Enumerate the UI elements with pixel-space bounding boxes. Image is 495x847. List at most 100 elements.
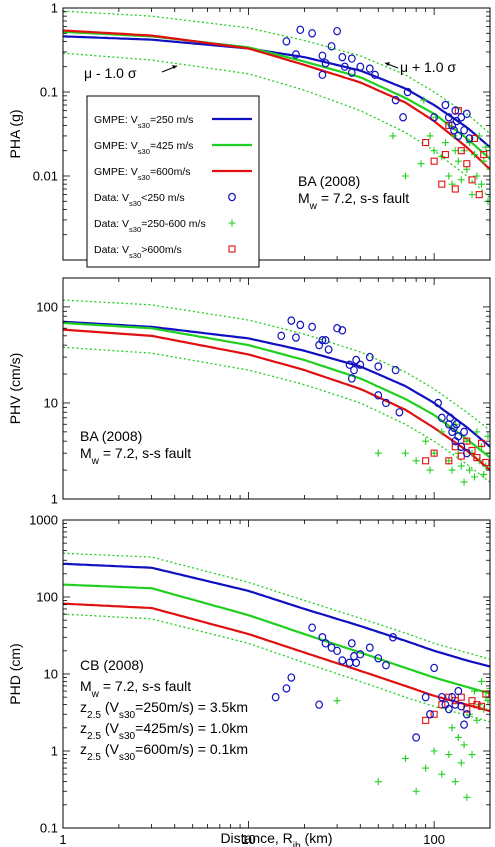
text-subscript: w (91, 689, 100, 700)
data-point-vs425 (420, 96, 428, 104)
data-point-vs600 (473, 701, 481, 709)
data-point-vs250 (460, 427, 468, 437)
text-span: Data: V (94, 244, 129, 256)
data-point-vs250 (374, 391, 383, 400)
data-point-vs600 (438, 701, 446, 709)
y-tick-label: 0.1 (40, 821, 58, 836)
data-point-vs600 (482, 458, 490, 467)
data-point-vs250 (441, 100, 450, 110)
data-point-vs425 (468, 191, 476, 199)
data-point-vs250 (389, 633, 397, 642)
data-point-vs250 (271, 692, 280, 702)
data-point-vs250 (462, 710, 471, 719)
data-point-vs425 (451, 147, 459, 155)
text-span: =600m/s) = 0.1km (135, 741, 248, 757)
text-span: = 7.2, s-s fault (99, 678, 191, 694)
data-point-vs425 (445, 457, 453, 465)
panel-annotation: BA (2008) (298, 173, 360, 189)
sigma-minus-arrowhead (172, 65, 177, 69)
data-point-vs250 (333, 26, 342, 36)
y-tick-label: 1 (51, 744, 58, 759)
text-span: = 7.2, s-s fault (99, 445, 191, 461)
data-point-vs250 (287, 316, 296, 325)
text-subscript: s30 (119, 752, 136, 763)
data-point-vs425 (417, 160, 425, 168)
data-point-vs425 (374, 449, 382, 457)
text-subscript: s30 (138, 121, 150, 130)
text-span: BA (2008) (80, 428, 142, 444)
text-span: (V (101, 741, 120, 757)
plot-frame (62, 277, 491, 500)
text-subscript: 2.5 (87, 731, 101, 742)
data-point-vs425 (451, 778, 459, 786)
text-span: Data: V (94, 218, 129, 230)
data-point-vs600 (422, 139, 430, 147)
data-point-vs250 (308, 623, 317, 632)
data-point-vs250 (365, 64, 374, 73)
data-point-vs250 (315, 700, 324, 709)
data-point-vs250 (338, 326, 347, 335)
data-point-vs250 (340, 62, 349, 71)
data-point-vs425 (484, 697, 490, 705)
y-axis-label: PHA (g) (7, 109, 23, 158)
data-point-vs250 (318, 51, 327, 60)
text-span: =425 m/s (150, 140, 193, 152)
data-point-vs250 (350, 365, 358, 375)
data-point-vs250 (444, 704, 453, 714)
data-point-vs250 (382, 398, 390, 408)
data-point-vs600 (430, 710, 438, 718)
text-subscript: 2.5 (87, 752, 101, 763)
legend-box (86, 95, 260, 268)
text-span: GMPE: V (94, 166, 138, 178)
text-span: z (80, 741, 87, 757)
panel-annotation: z2.5 (Vs30=425m/s) = 1.0km (80, 720, 248, 742)
data-point-vs250 (448, 692, 457, 702)
legend-label: Data: Vs30>600m/s (94, 244, 182, 260)
legend-marker-square (228, 245, 236, 253)
data-point-vs250 (338, 656, 347, 665)
y-tick-label: 10 (44, 667, 58, 682)
data-point-vs250 (421, 692, 430, 702)
data-point-vs250 (287, 673, 296, 682)
data-point-vs425 (480, 157, 488, 165)
data-point-vs250 (403, 87, 412, 97)
data-point-vs425 (463, 793, 471, 801)
data-point-vs250 (430, 663, 439, 673)
data-point-vs425 (438, 153, 446, 161)
data-point-vs425 (430, 747, 438, 755)
text-span: =250m/s) = 3.5km (135, 699, 248, 715)
panel-annotation: BA (2008) (80, 428, 142, 444)
data-point-vs425 (448, 466, 456, 474)
data-point-vs425 (478, 677, 486, 685)
data-point-vs250 (365, 352, 374, 362)
data-point-vs425 (401, 172, 409, 180)
text-subscript: s30 (119, 710, 136, 721)
text-span: M (298, 190, 310, 206)
data-point-vs250 (347, 639, 356, 648)
text-subscript: s30 (129, 199, 141, 208)
data-point-vs425 (486, 684, 490, 692)
data-point-vs425 (463, 437, 471, 445)
data-point-vs250 (296, 25, 305, 35)
data-point-vs425 (422, 764, 430, 772)
text-subscript: w (309, 201, 318, 212)
text-subscript: s30 (138, 173, 150, 182)
data-point-vs425 (470, 151, 478, 159)
data-point-vs250 (321, 59, 330, 68)
data-point-vs425 (484, 432, 490, 440)
data-point-vs425 (401, 449, 409, 457)
plot-frame (62, 519, 491, 829)
plot-area (63, 299, 490, 486)
data-point-vs600 (475, 191, 483, 199)
curve-vs425 (63, 321, 490, 459)
curve-vs425 (63, 583, 490, 695)
panel-3: 0.1 1 10 100 1000 PHD (cm) CB (2008) Mw = 7.2, … (7, 513, 491, 836)
curve-vs600 (63, 29, 490, 171)
x-tick-label: 100 (423, 832, 445, 847)
data-point-vs600 (477, 702, 486, 710)
curve-vs600 (63, 602, 490, 713)
data-point-vs250 (347, 374, 356, 383)
data-point-vs250 (296, 320, 305, 330)
data-point-vs250 (282, 684, 291, 693)
